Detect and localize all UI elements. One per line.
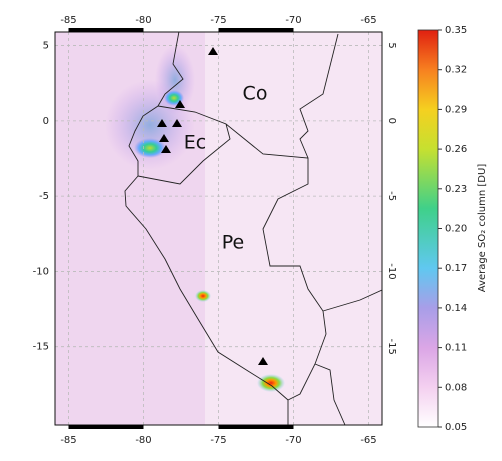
volcano bbox=[258, 357, 268, 365]
colorbar-tick-label: 0.05 bbox=[445, 422, 467, 433]
y-tick-label: -15 bbox=[386, 339, 397, 355]
colorbar-tick-label: 0.17 bbox=[445, 263, 467, 274]
volcano bbox=[159, 134, 169, 142]
colorbar-tick-label: 0.26 bbox=[445, 144, 467, 155]
x-tick-label: -65 bbox=[360, 435, 376, 446]
y-tick-label: -10 bbox=[33, 266, 49, 277]
y-tick-label: -5 bbox=[39, 191, 49, 202]
colorbar-tick-label: 0.32 bbox=[445, 65, 467, 76]
country-label: Pe bbox=[222, 232, 244, 254]
volcanoes bbox=[157, 47, 268, 365]
map-area bbox=[55, 32, 382, 425]
colorbar-tick-label: 0.14 bbox=[445, 303, 467, 314]
country-label: Ec bbox=[184, 132, 206, 154]
x-tick-label: -80 bbox=[135, 435, 151, 446]
so2-field bbox=[195, 290, 211, 302]
border bbox=[314, 289, 382, 425]
grid bbox=[55, 32, 382, 425]
y-tick-label: -5 bbox=[386, 191, 397, 201]
y-tick-label: 5 bbox=[386, 42, 397, 48]
volcano bbox=[161, 145, 171, 153]
x-tick-label: -80 bbox=[135, 15, 151, 26]
x-tick-label: -75 bbox=[210, 15, 226, 26]
x-tick-label: -85 bbox=[60, 15, 76, 26]
y-tick-label: 0 bbox=[43, 116, 49, 127]
colorbar bbox=[417, 29, 439, 428]
colorbar-tick-label: 0.23 bbox=[445, 184, 467, 195]
frame-bars bbox=[68, 28, 294, 429]
border bbox=[137, 33, 339, 401]
country-label: Co bbox=[243, 83, 268, 105]
so2-field bbox=[134, 138, 166, 158]
volcano bbox=[157, 119, 167, 127]
colorbar-tick-label: 0.11 bbox=[445, 343, 467, 354]
colorbar-tick-label: 0.08 bbox=[445, 382, 467, 393]
frame-bar bbox=[68, 28, 144, 32]
coastline bbox=[124, 32, 289, 425]
colorbar-tick-label: 0.20 bbox=[445, 224, 467, 235]
so2-field bbox=[257, 374, 285, 392]
frame-bar bbox=[218, 425, 294, 429]
frame-bar bbox=[218, 28, 294, 32]
x-tick-label: -70 bbox=[285, 15, 301, 26]
y-tick-label: -15 bbox=[33, 342, 49, 353]
volcano bbox=[208, 47, 218, 55]
colorbar-tick-label: 0.29 bbox=[445, 104, 467, 115]
y-tick-label: 5 bbox=[43, 41, 49, 52]
frame-bar bbox=[68, 425, 144, 429]
colorbar-tick-label: 0.35 bbox=[445, 25, 467, 36]
x-tick-label: -75 bbox=[210, 435, 226, 446]
x-tick-label: -65 bbox=[360, 15, 376, 26]
x-tick-label: -70 bbox=[285, 435, 301, 446]
x-tick-label: -85 bbox=[60, 435, 76, 446]
volcano bbox=[172, 119, 182, 127]
volcano bbox=[175, 100, 185, 108]
y-tick-label: 0 bbox=[386, 118, 397, 124]
y-tick-label: -10 bbox=[386, 263, 397, 279]
colorbar-label: Average SO₂ column [DU] bbox=[477, 164, 488, 293]
